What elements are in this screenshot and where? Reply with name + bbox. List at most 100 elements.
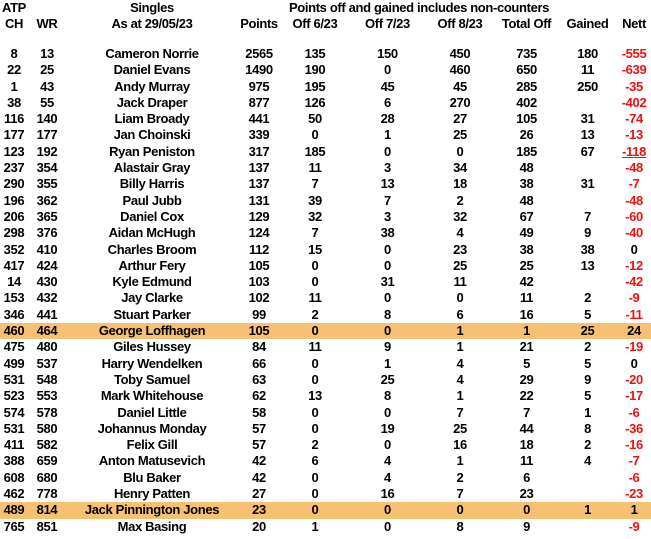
table-row: 608 680 Blu Baker 42 0 4 2 6 -6 xyxy=(0,470,651,486)
cell-off-7-23: 0 xyxy=(384,143,391,159)
cell-player-name: Felix Gill xyxy=(126,437,178,453)
cell-nett: -42 xyxy=(625,274,643,290)
cell-total-off: 5 xyxy=(523,355,530,371)
cell-off-7-23: 25 xyxy=(380,371,395,387)
cell-wr: 410 xyxy=(36,241,58,257)
cell-off-6-23: 185 xyxy=(304,143,326,159)
table-row: 153 432 Jay Clarke 102 11 0 0 11 2 -9 xyxy=(0,290,651,306)
cell-off-7-23: 0 xyxy=(384,290,391,306)
cell-off-6-23: 11 xyxy=(308,290,322,306)
cell-gained: 4 xyxy=(584,453,591,469)
cell-wr: 55 xyxy=(40,94,54,110)
cell-off-7-23: 4 xyxy=(384,469,391,485)
cell-points: 124 xyxy=(248,225,270,241)
table-row: 206 365 Daniel Cox 129 32 3 32 67 7 -60 xyxy=(0,209,651,225)
cell-off-7-23: 8 xyxy=(384,388,391,404)
cell-nett: -9 xyxy=(628,518,640,534)
cell-ch: 411 xyxy=(4,437,24,453)
cell-total-off: 38 xyxy=(519,241,534,257)
cell-nett: -118 xyxy=(622,143,646,159)
cell-off-7-23: 0 xyxy=(384,437,391,453)
cell-gained: 25 xyxy=(580,323,595,339)
cell-player-name: Toby Samuel xyxy=(113,371,191,387)
cell-total-off: 0 xyxy=(523,502,530,518)
cell-off-6-23: 13 xyxy=(308,388,322,404)
cell-total-off: 16 xyxy=(519,306,534,322)
cell-wr: 580 xyxy=(36,420,58,436)
cell-nett: -402 xyxy=(621,94,647,110)
cell-off-7-23: 0 xyxy=(384,502,391,518)
cell-player-name: Daniel Little xyxy=(117,404,187,420)
cell-player-name: Alastair Gray xyxy=(113,160,191,176)
cell-ch: 196 xyxy=(3,192,25,208)
cell-off-6-23: 11 xyxy=(308,339,322,355)
cell-nett: -60 xyxy=(625,208,643,224)
cell-gained: 180 xyxy=(577,46,598,61)
cell-ch: 608 xyxy=(3,469,25,485)
cell-total-off: 11 xyxy=(519,290,534,306)
table-row: 290 355 Billy Harris 137 7 13 18 38 31 -7 xyxy=(0,176,651,192)
cell-ch: 765 xyxy=(3,518,25,534)
cell-off-8-23: 1 xyxy=(456,339,464,355)
cell-wr: 43 xyxy=(40,78,54,94)
table-row: 388 659 Anton Matusevich 42 6 4 1 11 4 -7 xyxy=(0,453,651,469)
cell-off-6-23: 0 xyxy=(311,257,319,273)
cell-wr: 480 xyxy=(36,339,58,355)
cell-off-8-23: 4 xyxy=(456,225,464,241)
cell-nett: -639 xyxy=(621,62,647,78)
cell-off-7-23: 9 xyxy=(384,339,391,355)
cell-off-8-23: 23 xyxy=(453,241,467,257)
cell-off-8-23: 7 xyxy=(456,486,464,502)
cell-off-8-23: 16 xyxy=(453,437,467,453)
cell-total-off: 735 xyxy=(516,46,537,61)
cell-total-off: 22 xyxy=(519,388,534,404)
cell-total-off: 7 xyxy=(523,404,530,420)
cell-wr: 362 xyxy=(36,192,58,208)
cell-off-7-23: 4 xyxy=(384,453,391,469)
header-off-8-23: Off 8/23 xyxy=(437,16,483,31)
cell-nett: -13 xyxy=(625,127,643,143)
cell-off-6-23: 0 xyxy=(311,502,319,518)
cell-gained: 31 xyxy=(580,176,595,192)
cell-nett: -35 xyxy=(625,78,643,94)
table-row: 237 354 Alastair Gray 137 11 3 34 48 -48 xyxy=(0,160,651,176)
cell-points: 877 xyxy=(248,94,270,110)
cell-points: 105 xyxy=(248,323,270,339)
table-row: 8 13 Cameron Norrie 2565 135 150 450 735 180 -555 xyxy=(0,46,651,62)
cell-off-6-23: 195 xyxy=(304,78,326,94)
cell-off-6-23: 0 xyxy=(311,355,319,371)
cell-points: 57 xyxy=(252,420,266,436)
cell-ch: 531 xyxy=(3,371,25,387)
cell-gained: 8 xyxy=(584,420,591,436)
cell-off-6-23: 135 xyxy=(304,46,326,61)
cell-off-6-23: 0 xyxy=(311,486,319,502)
spacer-cell xyxy=(0,32,651,46)
cell-ch: 346 xyxy=(3,306,25,322)
cell-off-7-23: 1 xyxy=(384,127,391,143)
cell-nett: -6 xyxy=(628,404,640,420)
cell-player-name: Charles Broom xyxy=(107,241,197,257)
cell-points: 84 xyxy=(252,339,266,355)
cell-player-name: Jan Choinski xyxy=(113,127,191,143)
header-row-1: ATP Singles Points off and gained includ… xyxy=(0,0,651,16)
cell-total-off: 26 xyxy=(519,127,534,143)
header-atp-label: ATP xyxy=(2,0,26,15)
cell-off-6-23: 1 xyxy=(311,518,319,534)
cell-points: 103 xyxy=(248,274,270,290)
cell-wr: 354 xyxy=(36,160,58,176)
cell-player-name: Daniel Evans xyxy=(113,62,191,78)
cell-gained xyxy=(558,160,617,176)
cell-off-6-23: 126 xyxy=(304,94,326,110)
spacer-row xyxy=(0,32,651,46)
header-gained: Gained xyxy=(566,16,609,31)
cell-off-6-23: 190 xyxy=(304,62,326,78)
cell-total-off: 105 xyxy=(516,111,537,127)
cell-gained: 2 xyxy=(584,339,591,355)
cell-off-6-23: 2 xyxy=(311,306,319,322)
cell-off-8-23: 4 xyxy=(456,371,464,387)
cell-total-off: 42 xyxy=(519,274,534,290)
cell-gained xyxy=(558,486,617,502)
cell-nett: 24 xyxy=(627,323,641,339)
cell-gained: 11 xyxy=(580,62,595,78)
cell-off-8-23: 45 xyxy=(453,78,467,94)
